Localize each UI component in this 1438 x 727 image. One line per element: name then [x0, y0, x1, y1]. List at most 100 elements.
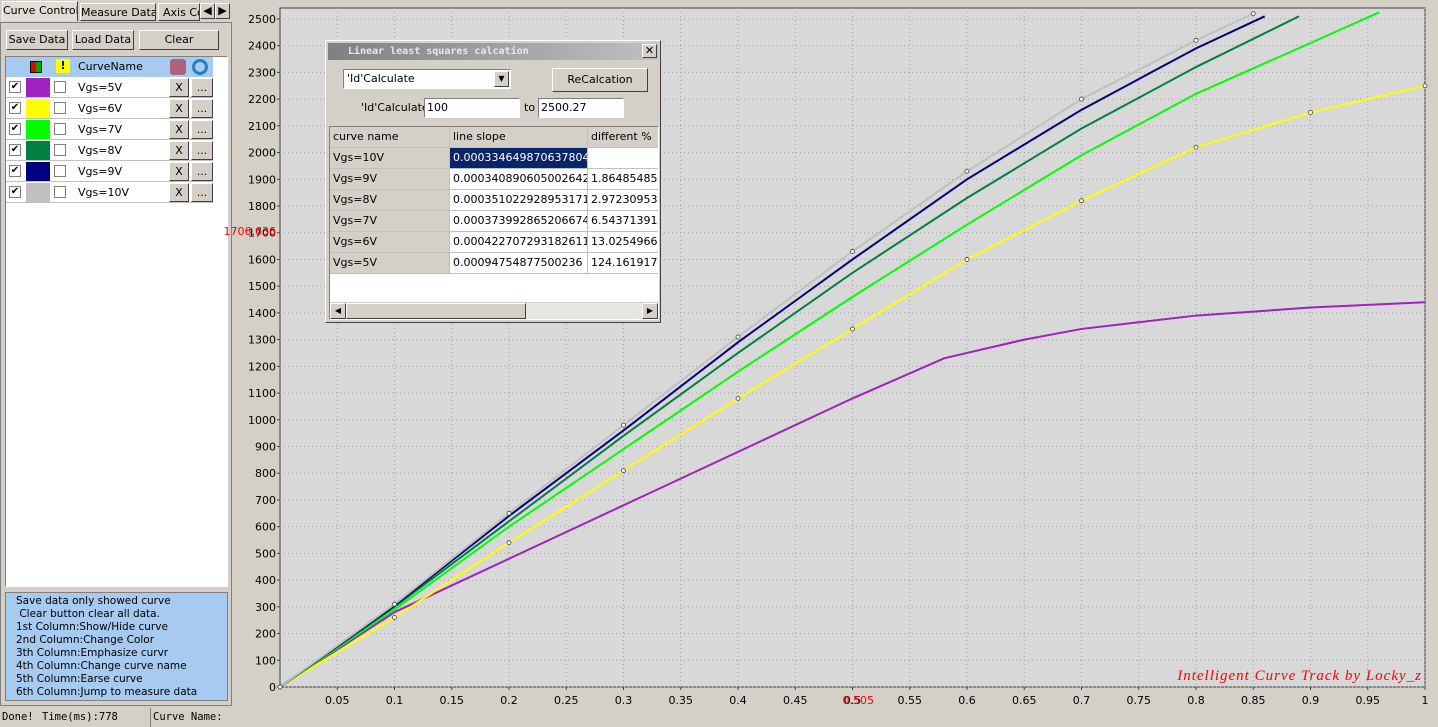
cell: 0.000334649870637804	[450, 148, 588, 169]
tab[interactable]: Curve Control	[2, 1, 78, 21]
scroll-right[interactable]: ▶	[642, 303, 658, 319]
marker	[1079, 96, 1084, 102]
row-header: Vgs=10V	[330, 148, 450, 169]
marker	[735, 334, 741, 340]
cell: 124.16191778	[588, 253, 658, 274]
from-input[interactable]: 100	[424, 98, 520, 118]
show-checkbox[interactable]: ✔	[9, 81, 21, 93]
save-button[interactable]: Save Data	[6, 30, 68, 50]
status-text: Done!	[2, 711, 34, 723]
x-tick-label: 0.45	[783, 694, 808, 707]
marker	[1308, 110, 1313, 115]
show-checkbox[interactable]: ✔	[9, 102, 21, 114]
curve	[279, 15, 1266, 688]
status-text: Time(ms):778	[42, 711, 118, 723]
color-swatch[interactable]	[26, 183, 50, 202]
scroll-thumb[interactable]	[346, 303, 526, 319]
erase-button[interactable]: X	[169, 99, 189, 118]
h-scrollbar[interactable]: ◀ ▶	[330, 302, 658, 319]
emphasize-checkbox[interactable]	[54, 123, 66, 135]
jump-button[interactable]: ...	[191, 162, 213, 181]
show-checkbox[interactable]: ✔	[9, 165, 21, 177]
color-swatch[interactable]	[26, 78, 50, 97]
column-header: curve name	[330, 127, 450, 148]
curve-name[interactable]: Vgs=8V	[78, 144, 122, 157]
y-tick-label: 1100	[248, 387, 276, 400]
erase-button[interactable]: X	[169, 78, 189, 97]
marker	[1422, 83, 1428, 89]
color-swatch[interactable]	[26, 99, 50, 118]
x-tick-label: 0.3	[615, 694, 633, 707]
erase-button[interactable]: X	[169, 141, 189, 160]
show-checkbox[interactable]: ✔	[9, 123, 21, 135]
scroll-left[interactable]: ◀	[330, 303, 346, 319]
jump-button[interactable]: ...	[191, 78, 213, 97]
tab-scroll-left[interactable]: ◀	[200, 3, 215, 19]
marker	[506, 540, 512, 546]
tab-scroll-right[interactable]: ▶	[215, 3, 230, 19]
calc-select[interactable]: 'Id'Calculate	[343, 69, 511, 89]
jump-button[interactable]: ...	[191, 120, 213, 139]
curve-name[interactable]: Vgs=7V	[78, 123, 122, 136]
erase-button[interactable]: X	[169, 162, 189, 181]
row	[6, 98, 213, 119]
cell	[588, 148, 658, 169]
column-header: CurveName	[78, 60, 143, 73]
load-button[interactable]: Load Data	[72, 30, 134, 50]
tab-strip: Curve Control Measure Data Axis Co ◀ ▶	[0, 0, 232, 22]
recalc-button[interactable]: ReCalcation	[552, 68, 648, 92]
y-tick-label: 600	[255, 521, 276, 534]
emphasize-checkbox[interactable]	[54, 102, 66, 114]
y-tick-label: 700	[255, 494, 276, 507]
jump-button[interactable]: ...	[191, 99, 213, 118]
curve-name[interactable]: Vgs=5V	[78, 81, 122, 94]
x-tick-label: 0.2	[500, 694, 518, 707]
curve-name[interactable]: Vgs=10V	[78, 186, 129, 199]
color-swatch[interactable]	[26, 141, 50, 160]
x-tick-label: 0.9	[1302, 694, 1320, 707]
emphasize-checkbox[interactable]	[54, 81, 66, 93]
chart: 0100200300400500600700800900100011001200…	[224, 7, 1429, 707]
help-line: 5th Column:Earse curve	[16, 673, 143, 685]
watermark: Intelligent Curve Track by Locky_z	[1176, 668, 1422, 684]
row-header: Vgs=5V	[330, 253, 450, 274]
status-text: Curve Name:	[150, 708, 1438, 727]
emphasize-checkbox[interactable]	[54, 186, 66, 198]
clear-button[interactable]: Clear	[139, 30, 219, 50]
select-arrow[interactable]: ▼	[494, 71, 509, 87]
tab[interactable]: Axis Co	[158, 3, 200, 21]
emphasize-checkbox[interactable]	[54, 165, 66, 177]
curve-name[interactable]: Vgs=9V	[78, 165, 122, 178]
tab[interactable]: Measure Data	[80, 3, 156, 21]
y-tick-label: 300	[255, 601, 276, 614]
help-line: 1st Column:Show/Hide curve	[16, 621, 168, 633]
y-tick-label: 1400	[248, 307, 276, 320]
marker	[621, 422, 626, 428]
show-checkbox[interactable]: ✔	[9, 186, 21, 198]
help-line: 2nd Column:Change Color	[16, 634, 155, 646]
y-tick-label: 1600	[248, 253, 276, 266]
y-tick-label: 1500	[248, 280, 276, 293]
color-swatch[interactable]	[26, 120, 50, 139]
close-button[interactable]: ✕	[642, 44, 657, 58]
column-header: line slope	[450, 127, 588, 148]
marker	[1079, 198, 1084, 204]
marker	[1193, 144, 1199, 150]
row	[6, 119, 213, 140]
cell: 6.5437139169	[588, 211, 658, 232]
x-tick-label: 0.15	[440, 694, 465, 707]
erase-button[interactable]: X	[169, 183, 189, 202]
curve-name[interactable]: Vgs=6V	[78, 102, 122, 115]
x-tick-label: 0.6	[958, 694, 976, 707]
color-swatch[interactable]	[26, 162, 50, 181]
emphasize-checkbox[interactable]	[54, 144, 66, 156]
erase-icon	[170, 59, 186, 75]
to-input[interactable]: 2500.27	[538, 98, 624, 118]
cell: 0.000373992865206674	[450, 211, 588, 232]
show-checkbox[interactable]: ✔	[9, 144, 21, 156]
x-tick-label: 0.65	[1012, 694, 1037, 707]
jump-button[interactable]: ...	[191, 183, 213, 202]
row-header: Vgs=7V	[330, 211, 450, 232]
jump-button[interactable]: ...	[191, 141, 213, 160]
erase-button[interactable]: X	[169, 120, 189, 139]
